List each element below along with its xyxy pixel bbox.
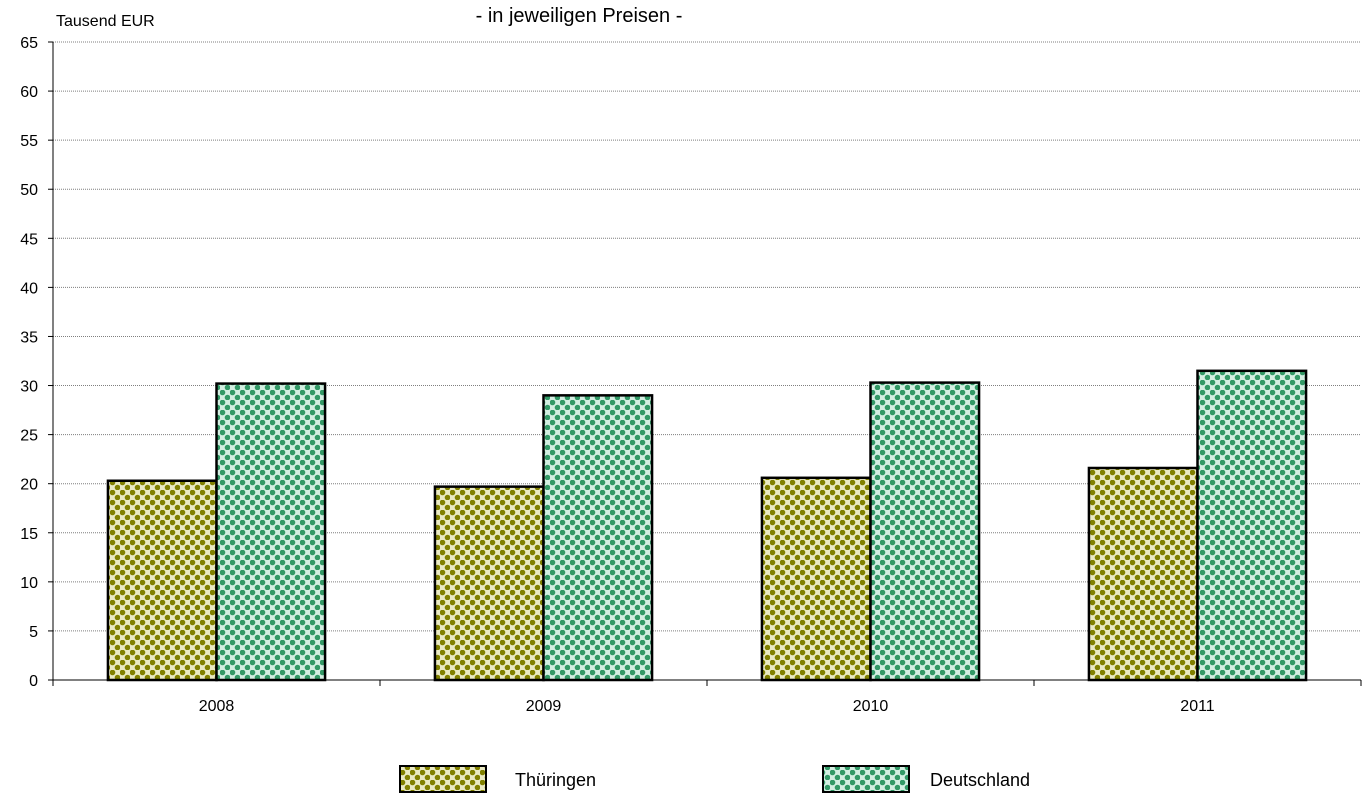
y-tick-label: 25 bbox=[20, 428, 38, 445]
legend-swatch-deutschland bbox=[822, 765, 910, 793]
bar-thueringen-2011 bbox=[1087, 466, 1199, 682]
chart-subtitle: - in jeweiligen Preisen - bbox=[476, 5, 683, 27]
y-tick-label: 15 bbox=[20, 526, 38, 543]
y-tick-label: 35 bbox=[20, 329, 38, 346]
x-tick-label: 2010 bbox=[853, 698, 889, 715]
y-axis-unit-label: Tausend EUR bbox=[56, 13, 155, 30]
legend-label-thueringen: Thüringen bbox=[515, 770, 596, 790]
bar-deutschland-2010 bbox=[869, 381, 981, 682]
bar-deutschland-2009 bbox=[542, 394, 654, 682]
y-tick-label: 20 bbox=[20, 477, 38, 494]
y-tick-label: 60 bbox=[20, 84, 38, 101]
y-tick-label: 30 bbox=[20, 379, 38, 396]
legend-label-deutschland: Deutschland bbox=[930, 770, 1030, 790]
y-tick-label: 50 bbox=[20, 182, 38, 199]
x-axis-ticks: 2008 2009 2010 2011 bbox=[52, 680, 1362, 715]
legend: Thüringen Deutschland bbox=[399, 765, 1030, 793]
x-tick-label: 2011 bbox=[1180, 698, 1215, 715]
y-tick-label: 45 bbox=[20, 231, 38, 248]
bar-thueringen-2010 bbox=[760, 476, 872, 682]
y-tick-label: 5 bbox=[29, 624, 38, 641]
bar-deutschland-2011 bbox=[1196, 369, 1308, 682]
x-tick-label: 2009 bbox=[526, 698, 562, 715]
bar-deutschland-2008 bbox=[215, 382, 327, 682]
y-tick-label: 10 bbox=[20, 575, 38, 592]
y-tick-label: 55 bbox=[20, 133, 38, 150]
x-tick-label: 2008 bbox=[199, 698, 235, 715]
bars bbox=[106, 369, 1308, 682]
y-tick-label: 40 bbox=[20, 280, 38, 297]
y-axis-ticks: 0 5 10 15 20 25 30 35 40 45 50 55 60 65 bbox=[20, 35, 53, 690]
y-tick-label: 65 bbox=[20, 35, 38, 52]
y-tick-label: 0 bbox=[29, 673, 38, 690]
bar-thueringen-2009 bbox=[433, 485, 545, 682]
legend-swatch-thueringen bbox=[399, 765, 487, 793]
bar-thueringen-2008 bbox=[106, 479, 218, 682]
